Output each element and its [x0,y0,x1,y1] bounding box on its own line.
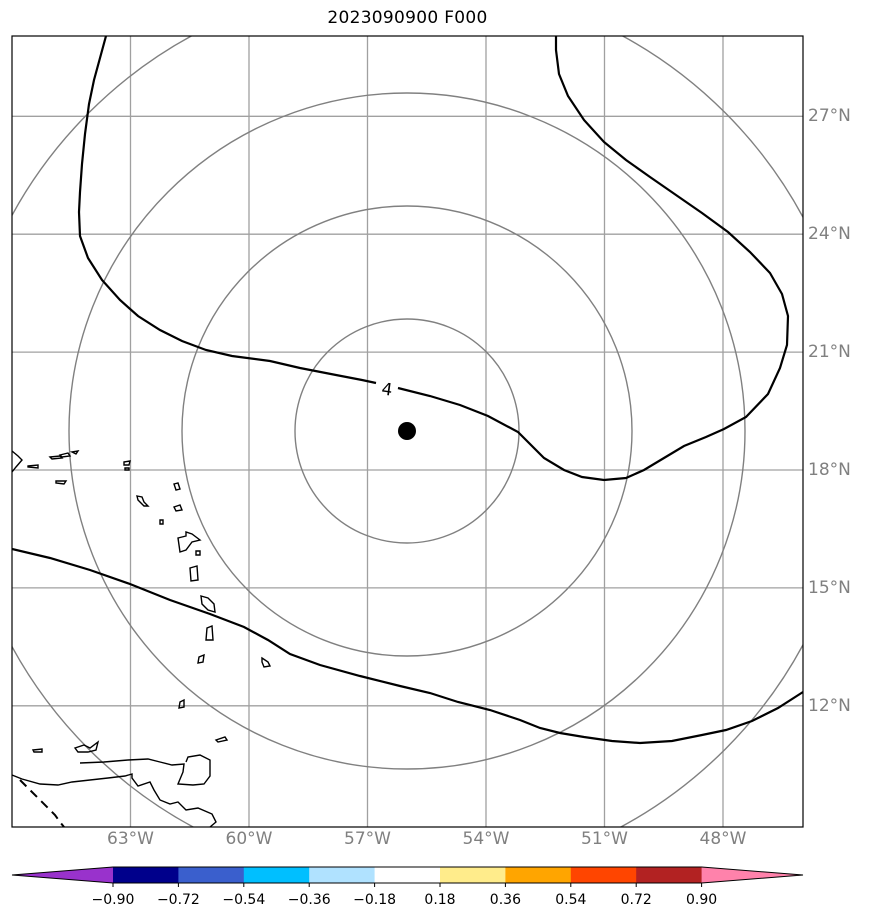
coast-island-j [189,565,199,582]
colorbar-extend-min [12,867,113,883]
coast-puerto-rico [12,773,217,827]
coast-island-x [12,450,23,473]
colorbar-tick-label: −0.18 [353,892,397,908]
colorbar-tick-label: −0.36 [287,892,331,908]
map-canvas: 4 [11,35,804,828]
colorbar-extend-max [701,867,803,883]
colorbar-tick-label: −0.54 [222,892,266,908]
latitude-label: 12°N [808,695,851,716]
latitude-label: 15°N [808,577,851,598]
range-ring-1 [294,318,520,544]
colorbar-tick-label: 0.54 [555,892,587,908]
coast-island-c [31,748,43,753]
range-rings [12,36,803,827]
coast-island-p [173,482,181,491]
colorbar-segment [570,867,637,883]
latitude-label: 21°N [808,342,851,363]
coast-island-k [177,531,202,553]
coast-island-s [55,480,68,485]
longitude-label: 48°W [699,829,747,849]
longitude-label: 54°W [462,829,510,849]
coast-island-h [205,624,214,641]
colorbar-segment [243,867,310,883]
colorbar-segment [374,867,441,883]
coast-island-a [79,754,211,786]
colorbar-tick-label: 0.36 [489,892,521,908]
coast-island-f [261,656,272,668]
colorbar-segment [113,867,179,883]
storm-center-marker [398,422,416,440]
range-ring-2 [181,205,633,657]
colorbar-segment [636,867,703,883]
coast-island-e [178,698,185,709]
colorbar-tick-label: −0.90 [91,892,135,908]
coast-island-n [173,504,183,512]
longitude-label: 51°W [581,829,628,849]
contours [12,36,803,745]
contour-line-north [77,36,377,385]
coast-island-q [123,460,131,466]
coast-island-v [58,452,72,458]
map-frame [11,35,804,828]
contour-label: 4 [380,379,394,400]
longitude-label: 60°W [225,829,273,849]
latitude-label: 18°N [808,460,851,480]
coast-island-w [69,450,80,455]
range-ring-3 [68,92,746,770]
contour-line-north-b [397,36,790,482]
colorbar-tick-label: 0.72 [620,892,652,908]
colorbar-tick-label: 0.18 [424,892,456,908]
longitude-label: 57°W [344,829,391,849]
colorbar-segment [178,867,245,883]
colorbar [11,866,804,887]
colorbar-segment [440,867,506,883]
contour-line-south [12,547,803,745]
coast-island-g [197,653,205,664]
map-title: 2023090900 F000 [327,8,488,28]
latitude-label: 27°N [808,106,851,127]
colorbar-tick-label: 0.90 [686,892,718,908]
coast-island-d [214,736,229,743]
coast-island-o [136,495,150,507]
coastlines [12,450,272,827]
longitude-label: 63°W [107,829,154,849]
coast-island-m [159,519,164,525]
coast-island-t [27,464,39,469]
coast-island-u [48,455,64,460]
latitude-label: 24°N [808,224,851,245]
coast-island-b [73,740,100,753]
coast-island-r [124,467,130,471]
colorbar-segment [505,867,572,883]
gridlines [12,36,803,827]
colorbar-tick-label: −0.72 [156,892,200,908]
colorbar-segment [309,867,376,883]
coast-island-l [195,550,201,556]
coast-island-i [200,595,216,613]
